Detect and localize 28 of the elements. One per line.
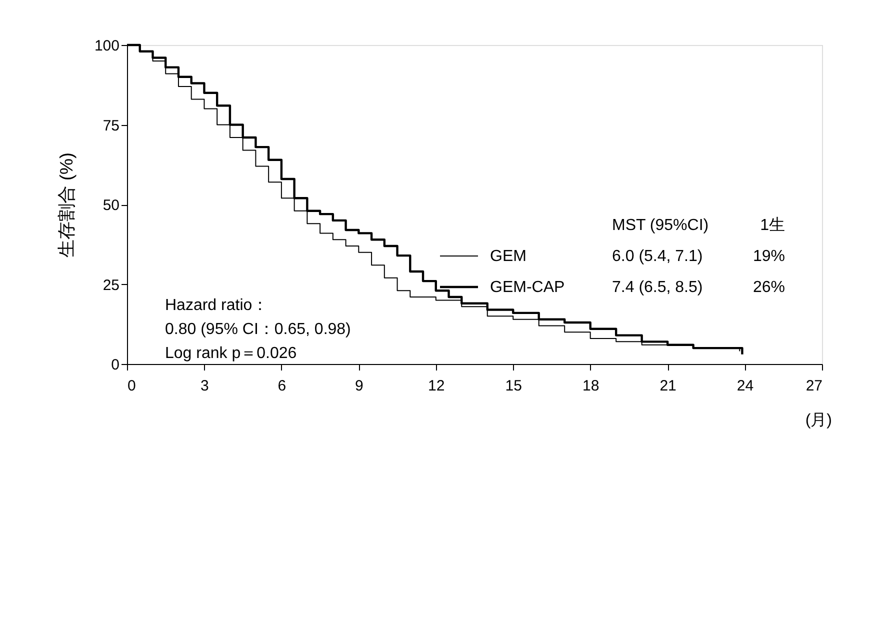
y-tick-label: 0 [111, 356, 120, 374]
annotation: 0.80 (95% CI：0.65, 0.98) [165, 321, 351, 338]
x-tick-label: 6 [278, 378, 286, 394]
x-axis-title: (月) [805, 412, 832, 429]
x-tick-label: 12 [428, 378, 445, 394]
y-tick-label: 75 [102, 117, 120, 134]
x-tick-label: 9 [354, 378, 364, 394]
x-tick-label: 15 [505, 378, 522, 394]
y-tick-label: 25 [102, 276, 120, 294]
x-tick-label: 18 [582, 378, 600, 394]
annotation: 1生 [760, 216, 785, 234]
y-axis-title: 生存割合 (%) [56, 152, 76, 258]
annotation: MST (95%CI) [612, 217, 709, 234]
annotation: 6.0 (5.4, 7.1) [612, 248, 703, 265]
y-tick-label: 50 [102, 197, 120, 214]
annotation: 26% [752, 279, 785, 296]
annotation: 7.4 (6.5, 8.5) [612, 279, 703, 296]
x-tick-label: 3 [200, 378, 209, 394]
x-tick-label: 24 [736, 378, 754, 394]
x-tick-label: 0 [128, 378, 136, 394]
x-tick-label: 27 [806, 378, 822, 394]
annotation: 19% [752, 248, 785, 265]
y-tick-label: 100 [94, 38, 120, 54]
legend-label: GEM-CAP [490, 279, 565, 296]
x-tick-label: 21 [660, 378, 676, 394]
annotation: Log rank p＝0.026 [165, 345, 297, 362]
annotation: Hazard ratio： [165, 297, 268, 314]
legend-label: GEM [490, 248, 526, 265]
